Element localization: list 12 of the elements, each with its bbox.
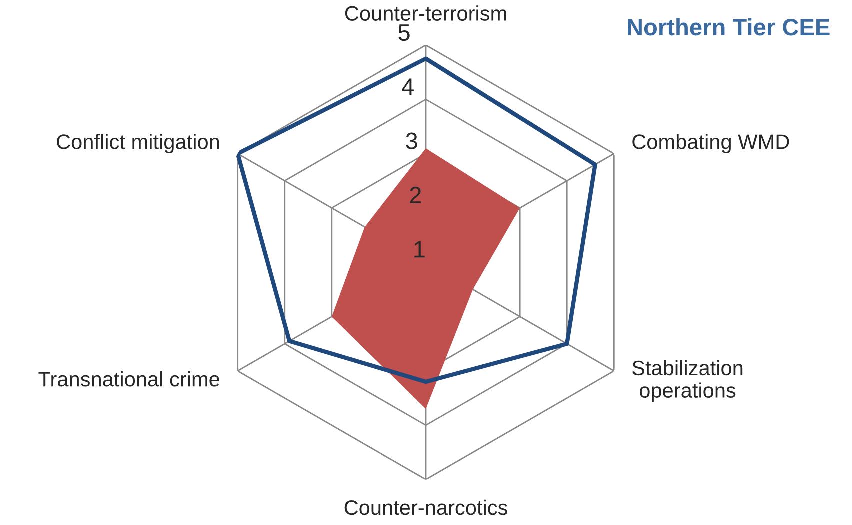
y-tick-label: 2 xyxy=(410,186,422,204)
y-tick-label: 3 xyxy=(406,132,418,150)
spoke-label: Transnational crime xyxy=(38,371,220,387)
spoke-label: Conflict mitigation xyxy=(57,134,220,154)
y-tick-label: 4 xyxy=(402,78,414,96)
y-tick-label: 1 xyxy=(414,241,425,258)
spoke-label: Combating WMD xyxy=(632,134,790,154)
y-tick-label: 5 xyxy=(398,24,410,42)
spoke-label: Stabilization operations xyxy=(632,360,743,402)
spoke-label: Counter-narcotics xyxy=(344,500,508,516)
spoke-label: Counter-terrorism xyxy=(345,6,506,21)
chart-title: Northern Tier CEE xyxy=(628,18,830,36)
